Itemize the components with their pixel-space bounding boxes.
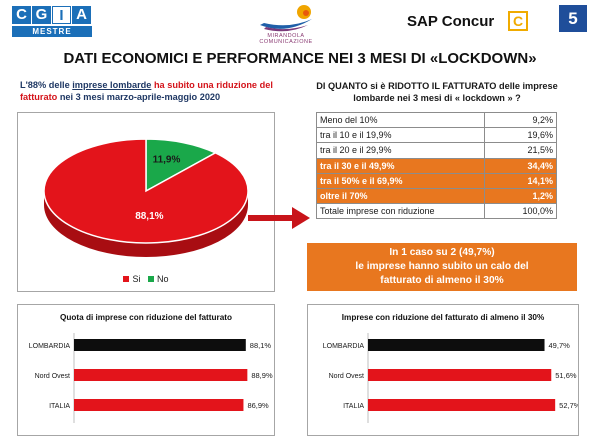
mirandola-logo: MIRANDOLA COMUNICAZIONE — [246, 3, 326, 45]
table-row: tra il 30 e il 49,9% 34,4% — [316, 157, 557, 174]
bar-category-label: Nord Ovest — [35, 373, 70, 380]
pie-side — [44, 191, 248, 257]
table-cell-value: 19,6% — [484, 127, 557, 144]
callout-line: fatturato di almeno il 30% — [380, 275, 504, 286]
table-row: tra il 50% e il 69,9% 14,1% — [316, 172, 557, 189]
reduction-table: Meno del 10% 9,2% tra il 10 e il 19,9% 19,6… — [316, 111, 557, 220]
table-title: DI QUANTO si è RIDOTTO IL FATTURATO dell… — [316, 81, 558, 103]
bar-category-label: LOMBARDIA — [323, 343, 365, 350]
left-heading-part: L'88% delle — [20, 80, 73, 90]
cgia-subtitle: MESTRE — [12, 26, 92, 37]
table-row: tra il 20 e il 29,9% 21,5% — [316, 142, 557, 159]
left-heading-part: ha subito una riduzione del fatturato — [20, 80, 273, 102]
legend-label-si: Si — [132, 274, 141, 284]
bar-value-label: 51,6% — [555, 371, 577, 380]
legend-swatch-no — [148, 276, 154, 282]
bar-nord-ovest — [74, 369, 248, 381]
table-row: tra il 10 e il 19,9% 19,6% — [316, 127, 557, 144]
mirandola-subtitle: COMUNICAZIONE — [259, 39, 313, 45]
bar-category-label: LOMBARDIA — [29, 343, 71, 350]
bar-category-label: Nord Ovest — [329, 373, 364, 380]
pie-chart: 11,9% 88,1% — [43, 138, 249, 257]
table-cell-value: 21,5% — [484, 142, 557, 159]
bar-chart-title: Imprese con riduzione del fatturato di a… — [341, 313, 545, 322]
bar-chart-1: LOMBARDIA 88,1% Nord Ovest 88,9% ITALIA 86,9% — [29, 333, 273, 423]
bar-lombardia — [368, 339, 545, 351]
bar-value-label: 86,9% — [247, 401, 269, 410]
bar-value-label: 52,7% — [559, 401, 578, 410]
table-cell-label: tra il 10 e il 19,9% — [316, 127, 485, 144]
bar-value-label: 49,7% — [549, 341, 571, 350]
bar-chart-box-1: Quota di imprese con riduzione del fattu… — [17, 304, 275, 436]
left-heading-part: nei 3 mesi marzo-aprile-maggio 2020 — [57, 92, 221, 102]
bar-italia — [74, 399, 244, 411]
bar-category-label: ITALIA — [343, 403, 364, 410]
callout-line: le imprese hanno subito un calo del — [355, 261, 529, 272]
pie-data-label: 11,9% — [153, 154, 181, 165]
table-row: Meno del 10% 9,2% — [316, 111, 557, 129]
pie-slice-no — [145, 138, 218, 193]
page-number: 5 — [559, 5, 587, 32]
pie-legend: Si No — [18, 274, 274, 284]
right-arrow-icon — [248, 207, 310, 229]
bar-value-label: 88,1% — [250, 341, 272, 350]
bar-chart-box-2: Imprese con riduzione del fatturato di a… — [307, 304, 579, 436]
table-cell-label: tra il 20 e il 29,9% — [316, 142, 485, 159]
table-cell-value: 14,1% — [484, 172, 557, 189]
pie-slice-si — [43, 138, 249, 244]
bar-nord-ovest — [368, 369, 552, 381]
callout-line: In 1 caso su 2 (49,7%) — [389, 247, 495, 258]
left-heading-part: imprese lombarde — [72, 80, 152, 90]
bar-lombardia — [74, 339, 246, 351]
table-cell-label: Meno del 10% — [316, 111, 485, 129]
table-row: oltre il 70% 1,2% — [316, 187, 557, 205]
sap-concur-logo: SAP Concur — [407, 13, 495, 30]
swirl-logo-icon — [260, 5, 312, 32]
cgia-letter: C — [12, 6, 31, 24]
table-cell-label: oltre il 70% — [316, 187, 485, 205]
table-cell-label: tra il 30 e il 49,9% — [316, 157, 485, 174]
table-cell-value: 9,2% — [484, 111, 557, 129]
mirandola-name: MIRANDOLA — [267, 33, 305, 39]
left-heading: L'88% delle imprese lombarde ha subito u… — [20, 79, 275, 103]
legend-swatch-si — [123, 276, 130, 282]
bar-italia — [368, 399, 556, 411]
table-cell-label: tra il 50% e il 69,9% — [316, 172, 485, 189]
table-cell-value: 100,0% — [484, 203, 557, 220]
cgia-letter: A — [72, 6, 91, 24]
table-cell-value: 1,2% — [484, 187, 557, 205]
bar-chart-title: Quota di imprese con riduzione del fattu… — [60, 313, 232, 322]
sap-concur-icon: C — [508, 11, 528, 31]
cgia-letter: I — [52, 6, 71, 24]
bar-chart-2: LOMBARDIA 49,7% Nord Ovest 51,6% ITALIA 52,7% — [323, 333, 578, 423]
page-title: DATI ECONOMICI E PERFORMANCE NEI 3 MESI … — [63, 50, 537, 67]
pie-data-label: 88,1% — [135, 211, 163, 222]
bar-value-label: 88,9% — [251, 371, 273, 380]
highlight-callout: In 1 caso su 2 (49,7%) le imprese hanno … — [307, 243, 577, 291]
table-cell-label: Totale imprese con riduzione — [316, 203, 485, 220]
pie-chart-box: 11,9% 88,1% Si No — [17, 112, 275, 292]
table-cell-value: 34,4% — [484, 157, 557, 174]
bar-category-label: ITALIA — [49, 403, 70, 410]
legend-label-no: No — [157, 274, 169, 284]
cgia-letter: G — [32, 6, 51, 24]
table-row: Totale imprese con riduzione 100,0% — [316, 203, 557, 220]
cgia-logo: C G I A MESTRE — [12, 6, 94, 37]
